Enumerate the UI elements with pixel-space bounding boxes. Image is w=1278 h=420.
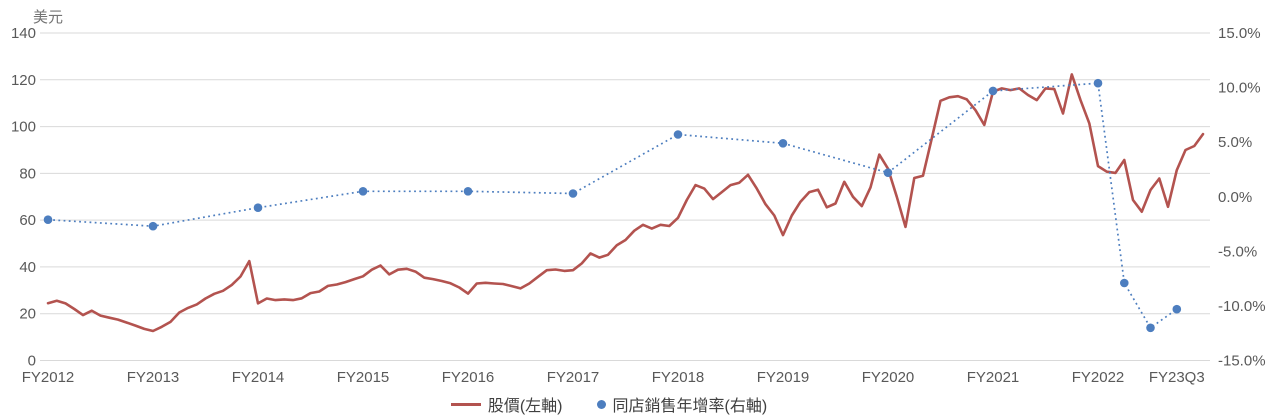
- x-axis-tick-label: FY2021: [967, 369, 1020, 386]
- left-axis-tick-label: 40: [19, 259, 36, 276]
- x-axis-tick-label: FY2012: [22, 369, 75, 386]
- x-axis-tick-label: FY2016: [442, 369, 495, 386]
- left-axis-tick-label: 60: [19, 212, 36, 229]
- left-axis-unit-title: 美元: [33, 9, 64, 26]
- legend-sss-label: 同店銷售年增率(右軸): [612, 398, 768, 415]
- sss-data-point: [1093, 78, 1103, 88]
- right-axis-tick-label: -5.0%: [1218, 243, 1257, 260]
- legend-item-sss: 同店銷售年增率(右軸): [596, 392, 768, 416]
- left-axis-tick-label: 140: [11, 25, 36, 42]
- sss-data-point: [988, 86, 998, 96]
- x-axis-tick-label: FY2014: [232, 369, 285, 386]
- x-axis-tick-label: FY2019: [757, 369, 810, 386]
- x-axis-tick-label: FY23Q3: [1149, 369, 1205, 386]
- sss-data-point: [1120, 278, 1129, 288]
- x-axis-tick-label: FY2015: [337, 369, 390, 386]
- sss-data-point: [673, 130, 683, 139]
- left-axis-tick-label: 0: [28, 353, 36, 370]
- sss-dot-swatch-icon: [596, 399, 606, 409]
- sss-data-point: [358, 187, 368, 196]
- right-axis-tick-label: 15.0%: [1218, 25, 1261, 42]
- price-line-series: [46, 73, 1205, 333]
- price-line-swatch-icon: [450, 402, 481, 406]
- sss-data-point: [568, 189, 578, 198]
- x-axis-tick-label: FY2022: [1072, 369, 1125, 386]
- x-axis-tick-label: FY2017: [547, 369, 600, 386]
- chart-legend: 股價(左軸) 同店銷售年增率(右軸): [0, 392, 1218, 416]
- left-axis-tick-label: 120: [11, 72, 36, 89]
- left-axis-tick-label: 80: [19, 165, 36, 182]
- sss-data-point: [1172, 304, 1182, 314]
- sss-data-point: [253, 203, 263, 212]
- x-axis-tick-label: FY2013: [127, 369, 180, 386]
- left-axis-tick-label: 100: [11, 119, 36, 136]
- sss-data-point: [778, 139, 788, 148]
- sss-dotted-connector: [47, 82, 1178, 330]
- right-axis-tick-label: 10.0%: [1218, 80, 1261, 97]
- sss-data-point: [463, 187, 473, 196]
- x-axis-tick-label: FY2020: [862, 369, 915, 386]
- x-axis-tick-label: FY2018: [652, 369, 705, 386]
- legend-price-label: 股價(左軸): [487, 398, 563, 415]
- sss-data-point: [883, 168, 893, 177]
- right-axis-tick-label: -15.0%: [1218, 353, 1266, 370]
- right-axis-tick-label: 0.0%: [1218, 189, 1252, 206]
- left-axis-tick-label: 20: [19, 306, 36, 323]
- sss-data-point: [1146, 323, 1155, 333]
- sss-data-point: [43, 215, 53, 224]
- right-axis-tick-label: 5.0%: [1218, 134, 1252, 151]
- right-axis-tick-label: -10.0%: [1218, 298, 1266, 315]
- sss-data-point: [148, 221, 158, 231]
- legend-item-price: 股價(左軸): [450, 392, 563, 416]
